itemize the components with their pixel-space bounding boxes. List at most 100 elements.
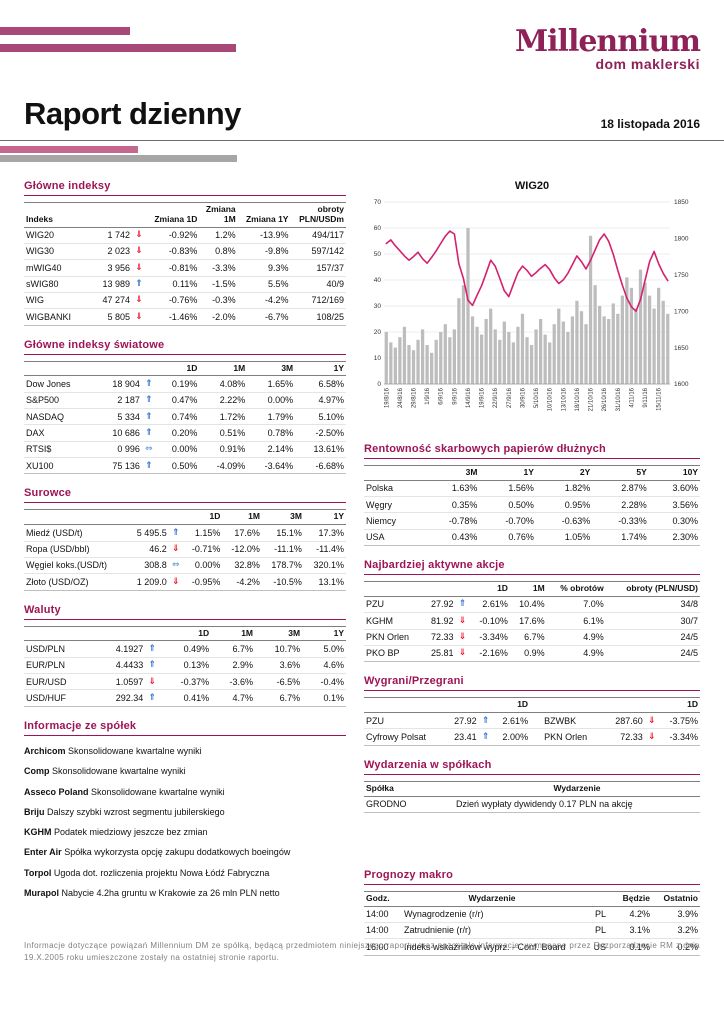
cell: -13.9% [237, 227, 291, 244]
cell: 320.1% [303, 557, 346, 575]
cell: GRODNO [364, 796, 454, 813]
svg-text:1800: 1800 [674, 236, 689, 243]
macro-forecasts-table: Godz. Wydarzenie Będzie Ostatnio 14:00 Wynagr… [364, 890, 700, 956]
column-header: 1D [182, 509, 223, 526]
table-row: WIG30 2 023 ⇓ -0.83% 0.8% -9.8% 597/142 [24, 243, 346, 261]
column-header: 5Y [592, 465, 649, 481]
svg-text:1/9/16: 1/9/16 [425, 387, 431, 404]
cell: -2.16% [469, 645, 510, 663]
cell: 2.30% [648, 529, 700, 547]
table-row: KGHM 81.92 ⇓ -0.10% 17.6% 6.1% 30/7 [364, 612, 700, 630]
cell: 0.47% [155, 392, 200, 410]
cell: -0.81% [146, 259, 200, 277]
table-row: Miedź (USD/t) 5 495.5 ⇑ 1.15% 17.6% 15.1% 17.3… [24, 524, 346, 542]
cell: PZU [364, 712, 446, 730]
svg-text:15/11/16: 15/11/16 [657, 387, 663, 411]
down-arrow-icon: ⇓ [455, 629, 470, 646]
column-header: 3M [261, 509, 304, 526]
section-title: Główne indeksy światowe [24, 339, 346, 355]
news-text: Podatek miedziowy jeszcze bez zmian [51, 827, 208, 838]
cell: 2.9% [211, 657, 256, 675]
cell: 4.6% [302, 657, 346, 675]
table-row: EUR/USD 1.0597 ⇓ -0.37% -3.6% -6.5% -0.4% [24, 673, 346, 691]
column-header [95, 360, 142, 377]
down-arrow-icon: ⇓ [132, 292, 146, 310]
cell: -0.71% [182, 541, 223, 558]
cell: 4.9% [546, 645, 606, 663]
table-row: XU100 75 136 ⇑ 0.50% -4.09% -3.64% -6.68% [24, 457, 346, 475]
news-text: Skonsolidowane kwartalne wyniki [49, 766, 186, 777]
svg-text:14/9/16: 14/9/16 [466, 387, 472, 408]
table-row: PZU 27.92 ⇑ 2.61% 10.4% 7.0% 34/8 [364, 596, 700, 614]
down-arrow-icon: ⇓ [145, 673, 160, 691]
news-item: KGHM Podatek miedziowy jeszcze bez zmian [24, 823, 346, 843]
cell: 3.6% [255, 657, 303, 675]
column-header [582, 890, 608, 907]
cell: WIGBANKI [24, 308, 88, 326]
cell: 0.41% [159, 689, 212, 707]
column-header: 1Y [479, 465, 536, 481]
section-company-news: Informacje ze spółek Archicom Skonsolido… [24, 720, 346, 904]
section-title: Najbardziej aktywne akcje [364, 559, 700, 576]
svg-text:4/11/16: 4/11/16 [629, 387, 635, 407]
up-arrow-icon: ⇑ [478, 712, 493, 730]
svg-text:50: 50 [374, 251, 382, 258]
section-title: Surowce [24, 487, 346, 504]
title-accent-bar-gray [0, 155, 237, 162]
cell: 18 904 [95, 375, 142, 393]
cell: -0.10% [469, 612, 510, 630]
news-item: Asseco Poland Skonsolidowane kwartalne w… [24, 782, 346, 802]
column-header: 1Y [295, 360, 346, 377]
active-stocks-table: 1D 1M% obrotów obroty (PLN/USD) PZU 27.92 ⇑ 2.… [364, 581, 700, 663]
cell: 2.00% [492, 728, 531, 746]
company-events-table: Spółka Wydarzenie GRODNO Dzień wypłaty dywi… [364, 780, 700, 813]
up-arrow-icon: ⇑ [455, 596, 470, 614]
cell: -2.50% [295, 424, 346, 442]
column-header: obroty PLN/USDm [290, 202, 346, 228]
cell: 0.78% [247, 424, 296, 442]
cell: -6.68% [295, 457, 346, 475]
cell: 0.8% [199, 243, 238, 261]
cell: mWIG40 [24, 259, 88, 277]
svg-text:1700: 1700 [674, 308, 689, 315]
cell: 0.13% [159, 657, 212, 675]
down-arrow-icon: ⇓ [168, 573, 183, 591]
cell: 27.92 [445, 712, 479, 730]
cell: WIG [24, 292, 88, 310]
cell: -12.0% [222, 541, 262, 558]
cell: 15.1% [261, 524, 304, 542]
column-header: 3M [255, 625, 303, 642]
cell: 4.97% [295, 392, 346, 410]
column-header [364, 465, 423, 481]
cell: 4.4433 [94, 657, 146, 675]
cell: 178.7% [261, 557, 304, 575]
table-row: PZU 27.92 ⇑ 2.61% BZWBK 287.60 ⇓ -3.75% [364, 712, 700, 730]
news-item: Torpol Ugoda dot. rozliczenia projektu N… [24, 863, 346, 883]
table-row: USA 0.43% 0.76% 1.05% 1.74% 2.30% [364, 529, 700, 547]
cell: 6.7% [509, 629, 547, 646]
cell: 1.0597 [94, 673, 146, 691]
column-header: obroty (PLN/USD) [605, 581, 700, 597]
cell: -0.83% [146, 243, 200, 261]
world-indexes-table: 1D 1M 3M 1Y Dow Jones 18 904 ⇑ 0.19% 4.08% 1.65% 6… [24, 360, 346, 475]
cell: 5 495.5 [127, 524, 169, 542]
cell: 6.1% [546, 612, 606, 630]
cell: 27.92 [422, 596, 456, 614]
column-header: 10Y [648, 465, 700, 481]
svg-text:22/9/16: 22/9/16 [493, 387, 499, 408]
table-row: S&P500 2 187 ⇑ 0.47% 2.22% 0.00% 4.97% [24, 392, 346, 410]
table-row: RTSI$ 0 996 ⇔ 0.00% 0.91% 2.14% 13.61% [24, 441, 346, 459]
cell: 0.11% [146, 276, 200, 293]
cell: 13.1% [303, 573, 346, 591]
cell: -3.75% [658, 712, 700, 730]
cell: 0.19% [155, 375, 200, 393]
cell: US [582, 938, 608, 956]
cell: 1.82% [535, 480, 593, 498]
cell: -3.34% [658, 728, 700, 746]
table-row: Złoto (USD/OZ) 1 209.0 ⇓ -0.95% -4.2% -10.5% 1… [24, 573, 346, 591]
cell: -0.4% [302, 673, 346, 691]
commodities-table: 1D 1M 3M 1Y Miedź (USD/t) 5 495.5 ⇑ 1.15% 17.6% 1… [24, 509, 346, 591]
cell: PKN Orlen [530, 728, 605, 746]
svg-text:70: 70 [374, 199, 382, 206]
column-header [24, 360, 96, 377]
